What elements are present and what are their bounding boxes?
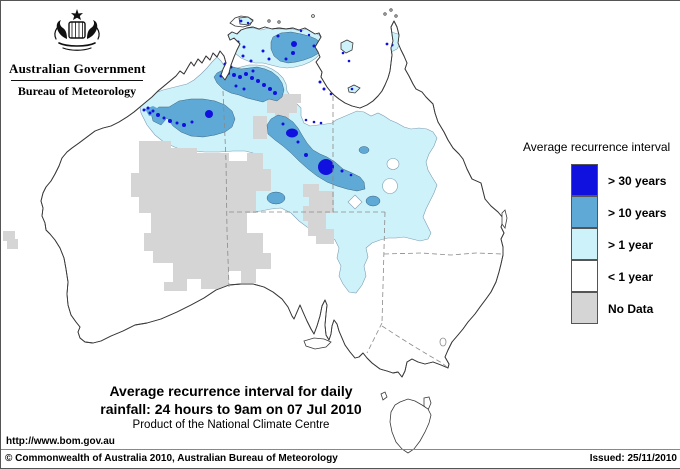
legend-swatch-gt1 (571, 228, 598, 260)
legend-swatch-gt10 (571, 196, 598, 228)
legend-item: < 1 year (519, 260, 679, 293)
islet (389, 8, 393, 12)
legend-label: < 1 year (608, 270, 654, 284)
islands (229, 8, 508, 454)
legend-swatch-lt1 (571, 260, 598, 292)
islet (394, 14, 398, 18)
gt10yr-spot (358, 146, 370, 154)
mornington-dot (350, 87, 354, 91)
lt1yr-hole (347, 194, 363, 210)
nodata-region-tanami (253, 89, 301, 139)
tiwi-dot (246, 21, 250, 25)
legend-item: > 1 year (519, 228, 679, 261)
legend-swatch-gt30 (571, 164, 598, 196)
gt10yr-spot (266, 191, 286, 205)
map-title-block: Average recurrence interval for daily ra… (61, 382, 401, 433)
nodata-region-ntqld (303, 184, 334, 244)
legend-label: > 30 years (608, 174, 667, 188)
capeyork-dot (385, 42, 389, 46)
legend-label: > 10 years (608, 206, 667, 220)
bom-logo-block: Australian Government Bureau of Meteorol… (9, 7, 146, 99)
tasmania (389, 398, 432, 454)
bom-url: http://www.bom.gov.au (6, 436, 115, 447)
legend-item: No Data (519, 292, 679, 325)
logo-divider (11, 80, 143, 81)
kangaroo-island (303, 337, 332, 350)
government-title: Australian Government (9, 61, 146, 76)
border-wa (222, 90, 230, 288)
border-nsw-vic (381, 325, 449, 369)
bureau-title: Bureau of Meteorology (17, 84, 137, 98)
gt10yr-region-vrd (213, 66, 285, 103)
legend-swatch-nodata (571, 292, 598, 324)
islet (383, 12, 387, 16)
nodata-region-wa (131, 141, 271, 291)
legend-label: > 1 year (608, 238, 654, 252)
map-title-line3: Product of the National Climate Centre (132, 419, 330, 431)
legend-label: No Data (608, 302, 654, 316)
flinders-island (423, 396, 432, 411)
nodata-region-offshore (3, 231, 18, 249)
gt30yr-dots (142, 29, 394, 177)
tiwi-dot (239, 19, 243, 23)
legend-item: > 10 years (519, 196, 679, 229)
copyright-text: © Commonwealth of Australia 2010, Austra… (5, 453, 338, 464)
footer-divider (1, 449, 680, 450)
legend: Average recurrence interval > 30 years >… (519, 140, 679, 325)
groote-eylandt (340, 39, 354, 54)
border-sa-vic (366, 322, 383, 354)
border-sa-qld-nsw (381, 211, 386, 324)
king-island (380, 391, 388, 401)
lt1yr-hole (382, 178, 398, 194)
legend-title: Average recurrence interval (523, 140, 671, 154)
issued-date: Issued: 25/11/2010 (589, 453, 677, 464)
state-borders (222, 90, 504, 369)
act-outline (439, 337, 447, 347)
groote-dot (341, 51, 345, 55)
legend-item: > 30 years (519, 164, 679, 197)
lt1yr-hole (386, 158, 400, 170)
mainland-coast-stroke (40, 20, 505, 378)
coat-of-arms-icon (54, 9, 100, 51)
border-qld-nsw (383, 252, 504, 256)
map-title-line2: rainfall: 24 hours to 9am on 07 Jul 2010 (100, 401, 362, 417)
gt10yr-spot (365, 195, 381, 207)
fraser-island (501, 209, 508, 229)
map-title-line1: Average recurrence interval for daily (109, 383, 353, 399)
tiwi-cyan-patch (238, 16, 254, 26)
gt10yr-region-topend (270, 31, 324, 64)
islet (277, 20, 281, 24)
islet (267, 19, 271, 23)
islet (311, 14, 315, 18)
groote-dot (347, 59, 351, 63)
mornington-island (347, 84, 361, 94)
